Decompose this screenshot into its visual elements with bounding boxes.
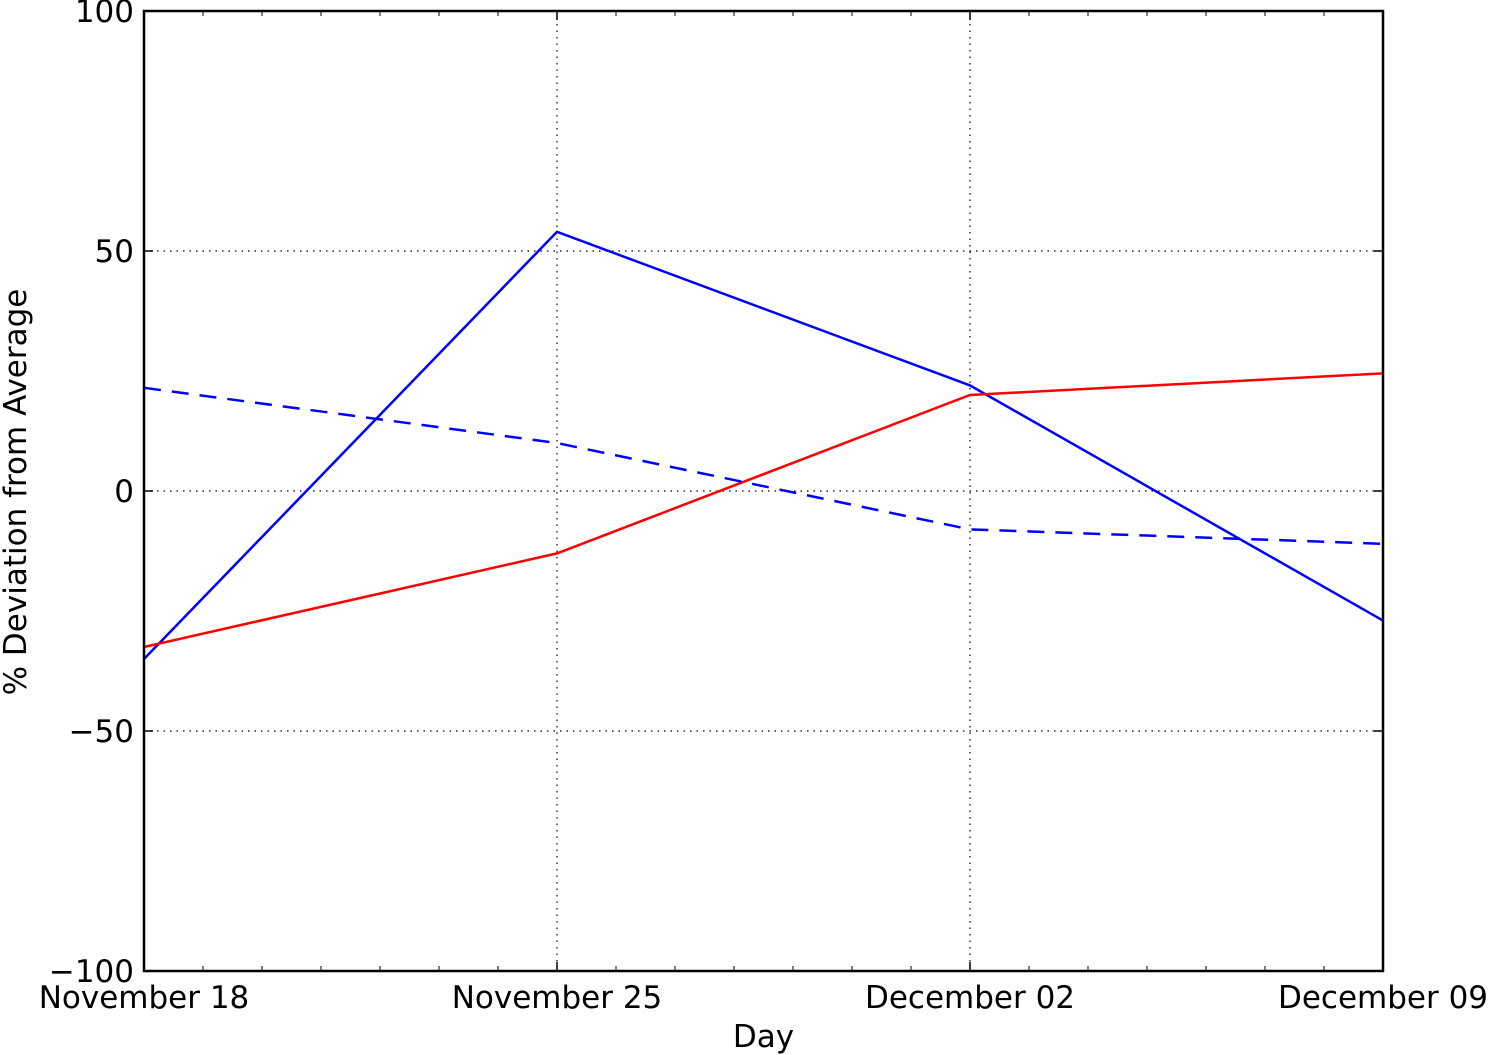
y-tick-label: −100	[49, 954, 134, 990]
y-tick-label: 50	[95, 234, 134, 270]
series-line-1	[143, 230, 1384, 660]
y-tick-label: −50	[69, 714, 134, 750]
x-axis-tick-labels: November 18 November 25 December 02 Decembe…	[39, 980, 1488, 1016]
y-tick-label: 100	[75, 0, 134, 30]
series-lines	[143, 230, 1384, 660]
x-tick-label: December 02	[865, 980, 1075, 1016]
y-axis-tick-labels: −100 −50 0 50 100	[49, 0, 134, 990]
y-axis-title: % Deviation from Average	[0, 289, 34, 696]
x-tick-label: December 09	[1278, 980, 1488, 1016]
x-axis-title: Day	[733, 1019, 794, 1055]
x-tick-label: November 25	[452, 980, 663, 1016]
x-tick-label: November 18	[39, 980, 250, 1016]
tick-marks	[143, 10, 1384, 972]
series-line-3	[143, 386, 1384, 546]
grid	[144, 11, 1383, 971]
series-line-2	[143, 372, 1384, 649]
y-tick-label: 0	[114, 474, 134, 510]
